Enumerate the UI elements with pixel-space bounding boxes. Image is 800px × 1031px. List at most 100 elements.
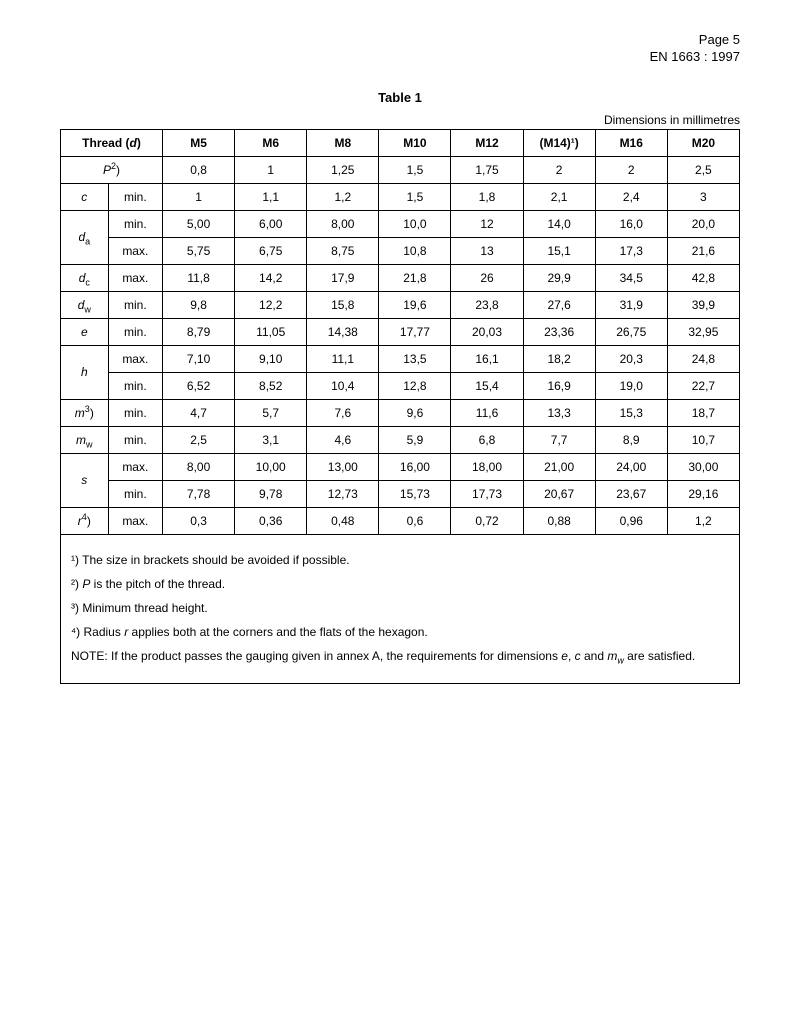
data-cell: 13 bbox=[451, 237, 523, 264]
data-cell: 42,8 bbox=[667, 264, 739, 291]
thread-label-post: ) bbox=[137, 136, 141, 150]
col-header: M12 bbox=[451, 129, 523, 156]
data-cell: 2,4 bbox=[595, 183, 667, 210]
data-cell: 22,7 bbox=[667, 372, 739, 399]
data-cell: 11,6 bbox=[451, 399, 523, 426]
data-cell: 29,9 bbox=[523, 264, 595, 291]
data-cell: 1,8 bbox=[451, 183, 523, 210]
data-cell: 6,52 bbox=[163, 372, 235, 399]
col-header: (M14)¹) bbox=[523, 129, 595, 156]
data-cell: 2 bbox=[523, 156, 595, 183]
row-symbol: c bbox=[61, 183, 109, 210]
data-cell: 3,1 bbox=[235, 426, 307, 453]
page-number: Page 5 bbox=[60, 32, 740, 49]
data-cell: 6,75 bbox=[235, 237, 307, 264]
data-cell: 15,4 bbox=[451, 372, 523, 399]
data-cell: 10,00 bbox=[235, 453, 307, 480]
data-cell: 1,5 bbox=[379, 156, 451, 183]
data-cell: 26 bbox=[451, 264, 523, 291]
table-footnotes: ¹) The size in brackets should be avoide… bbox=[60, 535, 740, 684]
data-cell: 18,7 bbox=[667, 399, 739, 426]
footnote-note: NOTE: If the product passes the gauging … bbox=[71, 647, 729, 665]
data-cell: 11,05 bbox=[235, 318, 307, 345]
data-cell: 0,48 bbox=[307, 507, 379, 534]
data-cell: 29,16 bbox=[667, 480, 739, 507]
row-symbol: h bbox=[61, 345, 109, 399]
data-cell: 10,4 bbox=[307, 372, 379, 399]
data-cell: 2 bbox=[595, 156, 667, 183]
data-cell: 9,8 bbox=[163, 291, 235, 318]
data-cell: 1,25 bbox=[307, 156, 379, 183]
data-cell: 0,72 bbox=[451, 507, 523, 534]
data-cell: 2,5 bbox=[667, 156, 739, 183]
row-symbol: s bbox=[61, 453, 109, 507]
data-cell: 18,00 bbox=[451, 453, 523, 480]
table-row: smax.8,0010,0013,0016,0018,0021,0024,003… bbox=[61, 453, 740, 480]
table-row: max.5,756,758,7510,81315,117,321,6 bbox=[61, 237, 740, 264]
row-symbol: mw bbox=[61, 426, 109, 453]
col-header: M6 bbox=[235, 129, 307, 156]
page-header: Page 5 EN 1663 : 1997 bbox=[60, 32, 740, 66]
row-sublabel: min. bbox=[108, 399, 162, 426]
data-cell: 10,0 bbox=[379, 210, 451, 237]
data-cell: 9,6 bbox=[379, 399, 451, 426]
data-cell: 1,75 bbox=[451, 156, 523, 183]
data-cell: 11,8 bbox=[163, 264, 235, 291]
row-symbol: e bbox=[61, 318, 109, 345]
footnote-2: ²) P is the pitch of the thread. bbox=[71, 575, 729, 593]
col-header: M8 bbox=[307, 129, 379, 156]
table-row: emin.8,7911,0514,3817,7720,0323,3626,753… bbox=[61, 318, 740, 345]
data-cell: 24,00 bbox=[595, 453, 667, 480]
data-cell: 13,3 bbox=[523, 399, 595, 426]
page: Page 5 EN 1663 : 1997 Table 1 Dimensions… bbox=[0, 0, 800, 1031]
col-header: M10 bbox=[379, 129, 451, 156]
row-sublabel: min. bbox=[108, 426, 162, 453]
table-row: min.7,789,7812,7315,7317,7320,6723,6729,… bbox=[61, 480, 740, 507]
row-sublabel: max. bbox=[108, 264, 162, 291]
units-label: Dimensions in millimetres bbox=[60, 113, 740, 127]
data-cell: 16,0 bbox=[595, 210, 667, 237]
row-sublabel: min. bbox=[108, 291, 162, 318]
table-row: m3)min.4,75,77,69,611,613,315,318,7 bbox=[61, 399, 740, 426]
data-cell: 0,3 bbox=[163, 507, 235, 534]
data-cell: 12,73 bbox=[307, 480, 379, 507]
data-cell: 0,8 bbox=[163, 156, 235, 183]
row-sublabel: min. bbox=[108, 210, 162, 237]
data-cell: 0,36 bbox=[235, 507, 307, 534]
data-cell: 1,2 bbox=[307, 183, 379, 210]
table-row: hmax.7,109,1011,113,516,118,220,324,8 bbox=[61, 345, 740, 372]
standard-ref: EN 1663 : 1997 bbox=[60, 49, 740, 66]
table-body: P2)0,811,251,51,75222,5cmin.11,11,21,51,… bbox=[61, 156, 740, 534]
data-cell: 24,8 bbox=[667, 345, 739, 372]
data-cell: 7,78 bbox=[163, 480, 235, 507]
data-cell: 0,96 bbox=[595, 507, 667, 534]
data-cell: 15,1 bbox=[523, 237, 595, 264]
data-cell: 17,9 bbox=[307, 264, 379, 291]
row-symbol: dw bbox=[61, 291, 109, 318]
row-symbol: dc bbox=[61, 264, 109, 291]
data-cell: 8,00 bbox=[307, 210, 379, 237]
data-cell: 12 bbox=[451, 210, 523, 237]
table-row: r4)max.0,30,360,480,60,720,880,961,2 bbox=[61, 507, 740, 534]
data-cell: 2,1 bbox=[523, 183, 595, 210]
row-symbol: r4) bbox=[61, 507, 109, 534]
data-cell: 6,8 bbox=[451, 426, 523, 453]
data-cell: 8,00 bbox=[163, 453, 235, 480]
data-cell: 15,8 bbox=[307, 291, 379, 318]
table-row: min.6,528,5210,412,815,416,919,022,7 bbox=[61, 372, 740, 399]
col-header: M16 bbox=[595, 129, 667, 156]
data-cell: 9,10 bbox=[235, 345, 307, 372]
table-row: cmin.11,11,21,51,82,12,43 bbox=[61, 183, 740, 210]
data-cell: 23,8 bbox=[451, 291, 523, 318]
data-cell: 14,38 bbox=[307, 318, 379, 345]
data-cell: 21,6 bbox=[667, 237, 739, 264]
data-cell: 5,7 bbox=[235, 399, 307, 426]
row-symbol: da bbox=[61, 210, 109, 264]
data-cell: 12,8 bbox=[379, 372, 451, 399]
data-cell: 16,00 bbox=[379, 453, 451, 480]
data-cell: 23,67 bbox=[595, 480, 667, 507]
data-cell: 16,9 bbox=[523, 372, 595, 399]
data-cell: 9,78 bbox=[235, 480, 307, 507]
data-cell: 17,77 bbox=[379, 318, 451, 345]
row-sublabel: min. bbox=[108, 183, 162, 210]
